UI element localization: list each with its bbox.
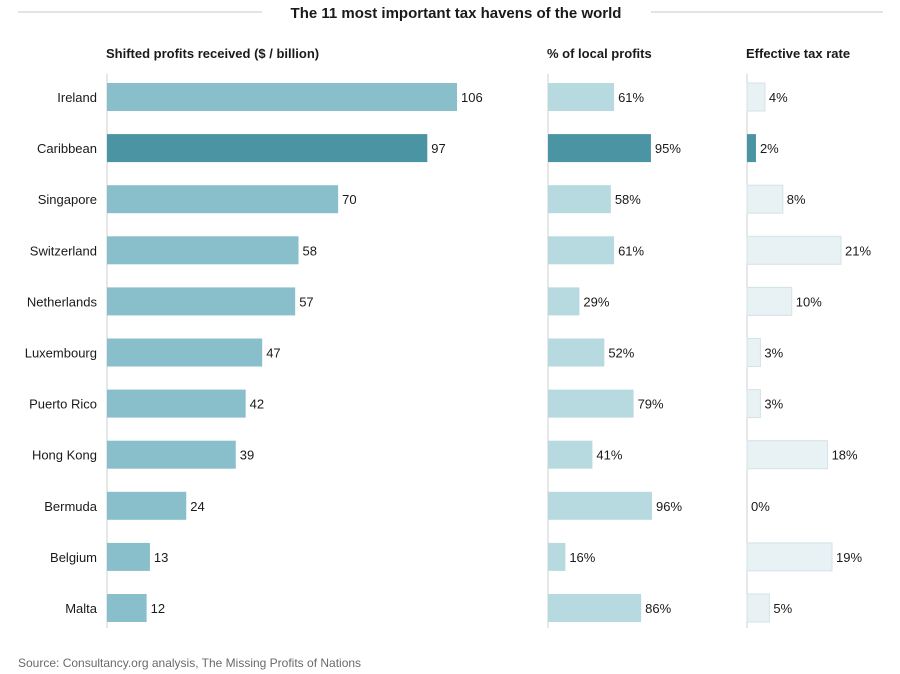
panel-header-tax: Effective tax rate <box>746 46 850 61</box>
category-label-caribbean: Caribbean <box>37 141 97 156</box>
value-label-local-puerto-rico: 79% <box>638 397 664 412</box>
value-label-shifted-switzerland: 58 <box>303 243 317 258</box>
bar-shifted-ireland <box>107 83 457 111</box>
bar-shifted-hong-kong <box>107 440 236 469</box>
value-label-shifted-ireland: 106 <box>461 90 483 105</box>
bar-tax-netherlands <box>746 286 793 316</box>
bar-shifted-netherlands <box>107 287 296 316</box>
category-label-puerto-rico: Puerto Rico <box>29 397 97 412</box>
bar-tax-singapore <box>746 184 784 214</box>
value-label-shifted-bermuda: 24 <box>190 499 204 514</box>
value-label-tax-switzerland: 21% <box>845 243 871 258</box>
value-label-local-belgium: 16% <box>569 550 595 565</box>
bar-shifted-belgium <box>107 542 150 571</box>
value-label-tax-netherlands: 10% <box>796 294 822 309</box>
bar-tax-puerto-rico <box>746 389 761 419</box>
bar-local-ireland <box>548 83 615 111</box>
bar-tax-caribbean <box>747 134 756 163</box>
value-label-tax-malta: 5% <box>773 601 792 616</box>
value-label-shifted-malta: 12 <box>151 601 165 616</box>
value-label-tax-puerto-rico: 3% <box>764 397 783 412</box>
bar-local-caribbean <box>548 134 651 163</box>
panel-header-shifted: Shifted profits received ($ / billion) <box>106 46 319 61</box>
bar-local-hong-kong <box>548 440 593 469</box>
bar-local-belgium <box>548 542 566 571</box>
category-label-luxembourg: Luxembourg <box>25 346 97 361</box>
category-label-malta: Malta <box>65 601 98 616</box>
bar-tax-hong-kong <box>746 440 829 470</box>
value-label-local-ireland: 61% <box>618 90 644 105</box>
bar-tax-luxembourg <box>746 338 761 367</box>
value-label-local-singapore: 58% <box>615 192 641 207</box>
bar-tax-ireland <box>746 82 766 112</box>
bar-local-switzerland <box>548 236 615 265</box>
value-label-local-malta: 86% <box>645 601 671 616</box>
bar-local-luxembourg <box>548 338 605 367</box>
value-label-shifted-luxembourg: 47 <box>266 346 280 361</box>
value-label-tax-caribbean: 2% <box>760 141 779 156</box>
value-label-local-bermuda: 96% <box>656 499 682 514</box>
bar-local-bermuda <box>548 491 652 520</box>
value-label-tax-hong-kong: 18% <box>832 448 858 463</box>
bar-tax-belgium <box>746 542 833 572</box>
value-label-shifted-singapore: 70 <box>342 192 356 207</box>
value-label-local-netherlands: 29% <box>583 294 609 309</box>
bar-local-netherlands <box>548 287 580 316</box>
value-label-shifted-belgium: 13 <box>154 550 168 565</box>
value-label-tax-singapore: 8% <box>787 192 806 207</box>
value-label-local-caribbean: 95% <box>655 141 681 156</box>
bar-local-puerto-rico <box>548 389 634 418</box>
bar-shifted-bermuda <box>107 491 187 520</box>
bar-shifted-luxembourg <box>107 338 263 367</box>
bar-local-singapore <box>548 185 611 214</box>
bar-tax-switzerland <box>746 235 842 265</box>
value-label-shifted-netherlands: 57 <box>299 294 313 309</box>
value-label-shifted-puerto-rico: 42 <box>250 397 264 412</box>
bar-local-malta <box>548 594 642 622</box>
value-label-local-luxembourg: 52% <box>608 346 634 361</box>
chart-title: The 11 most important tax havens of the … <box>291 5 622 22</box>
bar-tax-malta <box>746 593 770 623</box>
value-label-tax-ireland: 4% <box>769 90 788 105</box>
bar-shifted-caribbean <box>107 134 428 163</box>
category-label-hong-kong: Hong Kong <box>32 448 97 463</box>
value-label-shifted-hong-kong: 39 <box>240 448 254 463</box>
source-note: Source: Consultancy.org analysis, The Mi… <box>18 656 361 670</box>
category-label-ireland: Ireland <box>57 90 97 105</box>
category-label-bermuda: Bermuda <box>44 499 98 514</box>
category-label-belgium: Belgium <box>50 550 97 565</box>
category-label-singapore: Singapore <box>38 192 97 207</box>
value-label-shifted-caribbean: 97 <box>431 141 445 156</box>
bar-panels: Ireland Caribbean Singapore Switzerland Neth… <box>25 74 871 628</box>
value-label-tax-luxembourg: 3% <box>764 346 783 361</box>
bar-shifted-malta <box>107 594 147 622</box>
value-label-tax-belgium: 19% <box>836 550 862 565</box>
category-label-switzerland: Switzerland <box>30 243 97 258</box>
bar-shifted-puerto-rico <box>107 389 246 418</box>
bar-shifted-switzerland <box>107 236 299 265</box>
value-label-local-hong-kong: 41% <box>596 448 622 463</box>
value-label-local-switzerland: 61% <box>618 243 644 258</box>
bar-shifted-singapore <box>107 185 339 214</box>
category-label-netherlands: Netherlands <box>27 294 98 309</box>
value-label-tax-bermuda: 0% <box>751 499 770 514</box>
panel-header-local: % of local profits <box>547 46 652 61</box>
